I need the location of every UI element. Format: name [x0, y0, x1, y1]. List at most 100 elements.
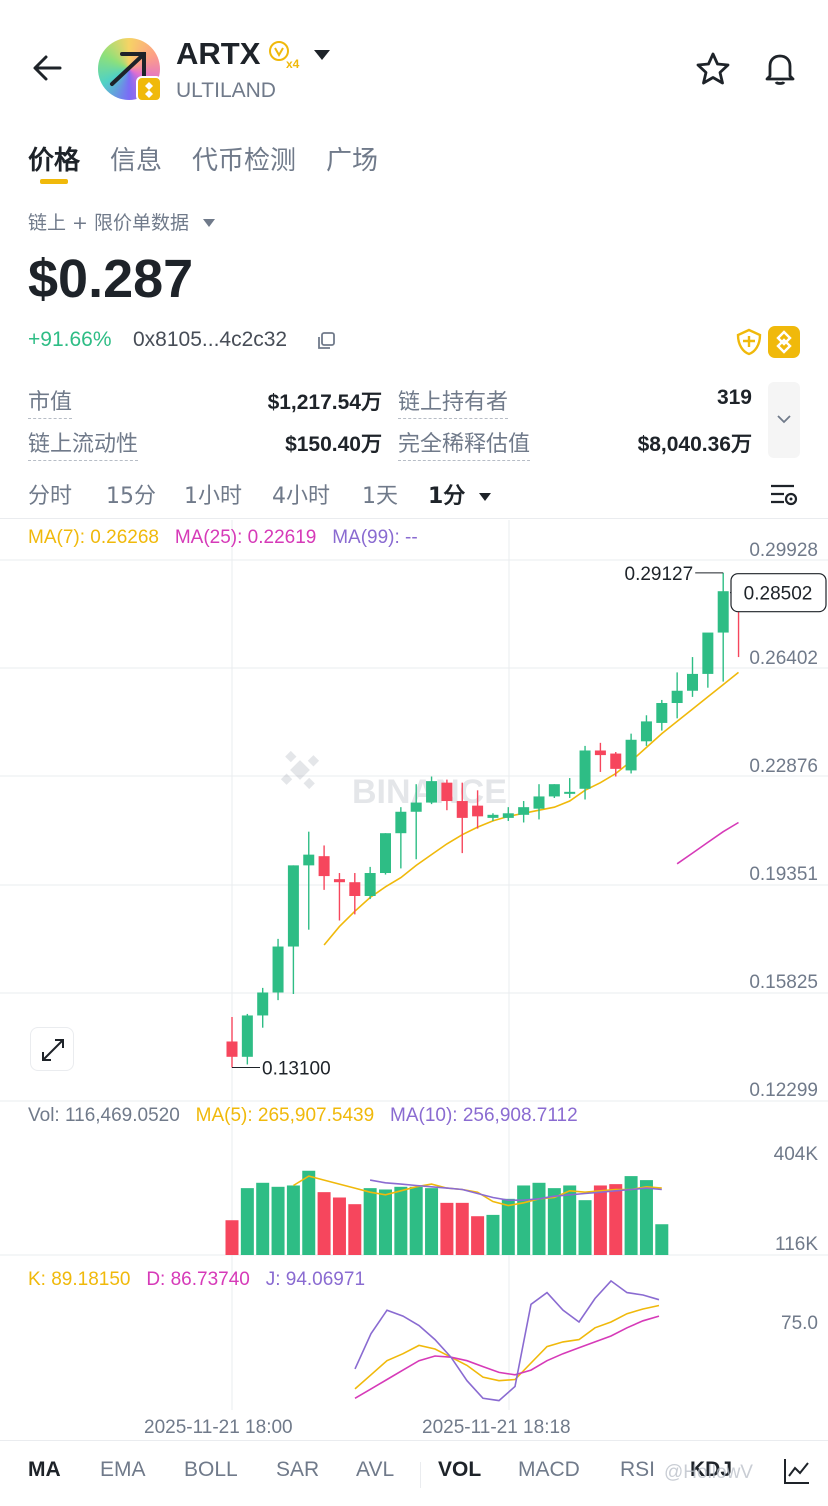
- indicator-tab-sar[interactable]: SAR: [276, 1458, 320, 1481]
- stat-fdv-value: $8,040.36万: [637, 433, 752, 456]
- fullscreen-button[interactable]: [30, 1027, 74, 1071]
- volume-bar: [363, 1188, 377, 1255]
- candle-body: [656, 703, 668, 723]
- copy-icon[interactable]: [316, 331, 336, 351]
- interval-1d[interactable]: 1天: [362, 484, 398, 509]
- interval-4h[interactable]: 4小时: [272, 484, 330, 509]
- vol-ma5-legend: MA(5): 265,907.5439: [195, 1105, 375, 1126]
- volume-bar: [348, 1204, 362, 1255]
- tab-price[interactable]: 价格: [28, 140, 80, 184]
- favorite-star-icon[interactable]: [694, 50, 732, 88]
- volume-bar: [578, 1200, 592, 1255]
- stats-expand-button[interactable]: [768, 382, 800, 458]
- token-symbol: ARTX: [176, 36, 261, 71]
- volume-bar: [240, 1188, 254, 1255]
- candle-body: [303, 854, 315, 866]
- current-price: $0.287: [28, 249, 194, 309]
- volume-bar: [563, 1185, 577, 1255]
- interval-timeline[interactable]: 分时: [28, 484, 73, 509]
- low-price-label: 0.13100: [262, 1059, 331, 1080]
- candle-body: [717, 591, 729, 633]
- candle-body: [487, 814, 499, 818]
- candle-body: [364, 873, 376, 896]
- interval-1h[interactable]: 1小时: [184, 484, 242, 509]
- indicator-tab-macd[interactable]: MACD: [518, 1458, 580, 1481]
- main-tabs: 价格 信息 代币检测 广场: [28, 140, 378, 188]
- audit-shield-icon[interactable]: [734, 327, 764, 357]
- kdj-d-legend: D: 86.73740: [146, 1269, 250, 1290]
- interval-1m-label: 1分: [428, 484, 466, 509]
- indicator-tab-boll[interactable]: BOLL: [184, 1458, 238, 1481]
- x-axis-label-2: 2025-11-21 18:18: [422, 1417, 571, 1438]
- volume-bar: [379, 1189, 392, 1255]
- back-arrow-icon[interactable]: [28, 48, 68, 88]
- price-axis-tick: 0.12299: [749, 1080, 818, 1101]
- stat-holders-label[interactable]: 链上持有者: [398, 384, 509, 419]
- bnb-chain-icon[interactable]: [768, 326, 800, 358]
- indicator-tab-kdj[interactable]: KDJ: [690, 1458, 733, 1481]
- contract-address[interactable]: 0x8105...4c2c32: [133, 328, 288, 351]
- stat-fdv-label[interactable]: 完全稀释估值: [398, 426, 531, 461]
- tab-token-audit[interactable]: 代币检测: [192, 146, 297, 176]
- candle-body: [548, 784, 560, 797]
- ma25-line: [676, 821, 739, 865]
- indicator-tab-rsi[interactable]: RSI: [620, 1458, 656, 1481]
- ma99-legend: MA(99): --: [332, 527, 418, 548]
- kdj-axis-tick: 75.0: [781, 1313, 818, 1334]
- price-change-percent: +91.66%: [28, 328, 112, 351]
- candle-body: [333, 879, 345, 883]
- y-axis-labels: 0.29928 0.26402 0.22876 0.19351 0.15825 0.122…: [749, 540, 818, 1334]
- volume-legend: Vol: 116,469.0520 MA(5): 265,907.5439 MA…: [28, 1105, 578, 1127]
- divider: [0, 518, 828, 519]
- price-axis-tick: 0.15825: [749, 972, 818, 993]
- interval-1m[interactable]: 1分: [428, 478, 493, 510]
- candle-body: [380, 833, 391, 874]
- volume-bar: [225, 1220, 239, 1255]
- candle-body: [318, 856, 330, 877]
- arrow-logo-icon: [110, 52, 146, 86]
- divider: [0, 1440, 828, 1441]
- candle-body: [687, 673, 698, 691]
- stat-market-cap-label[interactable]: 市值: [28, 384, 73, 419]
- volume-axis-tick: 404K: [774, 1144, 819, 1165]
- dropdown-caret-icon[interactable]: [312, 48, 332, 62]
- bell-icon[interactable]: [760, 48, 800, 88]
- indicator-tab-ema[interactable]: EMA: [100, 1458, 146, 1481]
- candle-body: [610, 753, 622, 769]
- indicator-settings-icon[interactable]: [782, 1456, 812, 1486]
- volume-axis-tick: 116K: [775, 1234, 818, 1255]
- candles: [226, 572, 745, 1068]
- tab-square[interactable]: 广场: [326, 146, 379, 176]
- chart-settings-icon[interactable]: [768, 478, 800, 510]
- indicator-tab-avl[interactable]: AVL: [356, 1458, 395, 1481]
- user-watermark: @HollowV: [664, 1462, 753, 1483]
- data-source-selector[interactable]: 链上 + 限价单数据: [28, 208, 217, 235]
- high-price-label: 0.29127: [625, 564, 694, 585]
- candle-body: [272, 946, 284, 993]
- kdj-d-line: [354, 1315, 660, 1399]
- price-annotations: 0.29127 0.13100 0.28502: [232, 564, 827, 1080]
- kdj-legend: K: 89.18150 D: 86.73740 J: 94.06971: [28, 1269, 365, 1291]
- price-axis-tick: 0.29928: [749, 540, 818, 561]
- stat-liquidity-label[interactable]: 链上流动性: [28, 426, 139, 461]
- header: ARTX x4 ULTILAND: [0, 0, 828, 130]
- candle-body: [640, 721, 652, 742]
- tab-info[interactable]: 信息: [110, 146, 163, 176]
- kdj-j-line: [354, 1279, 660, 1402]
- ma25-legend: MA(25): 0.22619: [174, 527, 317, 548]
- vol-ma10-legend: MA(10): 256,908.7112: [390, 1105, 578, 1126]
- volume-bar: [517, 1185, 531, 1255]
- indicator-tab-vol[interactable]: VOL: [438, 1458, 482, 1481]
- candle-body: [395, 811, 407, 834]
- volume-ma10-line: [369, 1179, 662, 1201]
- interval-15m[interactable]: 15分: [106, 484, 156, 509]
- volume-bar: [501, 1198, 515, 1255]
- volume-bar: [532, 1182, 546, 1255]
- indicator-tab-ma[interactable]: MA: [28, 1458, 61, 1481]
- price-axis-tick: 0.22876: [749, 756, 818, 777]
- candle-body: [518, 807, 530, 815]
- volume-bar: [455, 1202, 469, 1255]
- volume-bar: [471, 1216, 485, 1255]
- candle-body: [472, 805, 484, 817]
